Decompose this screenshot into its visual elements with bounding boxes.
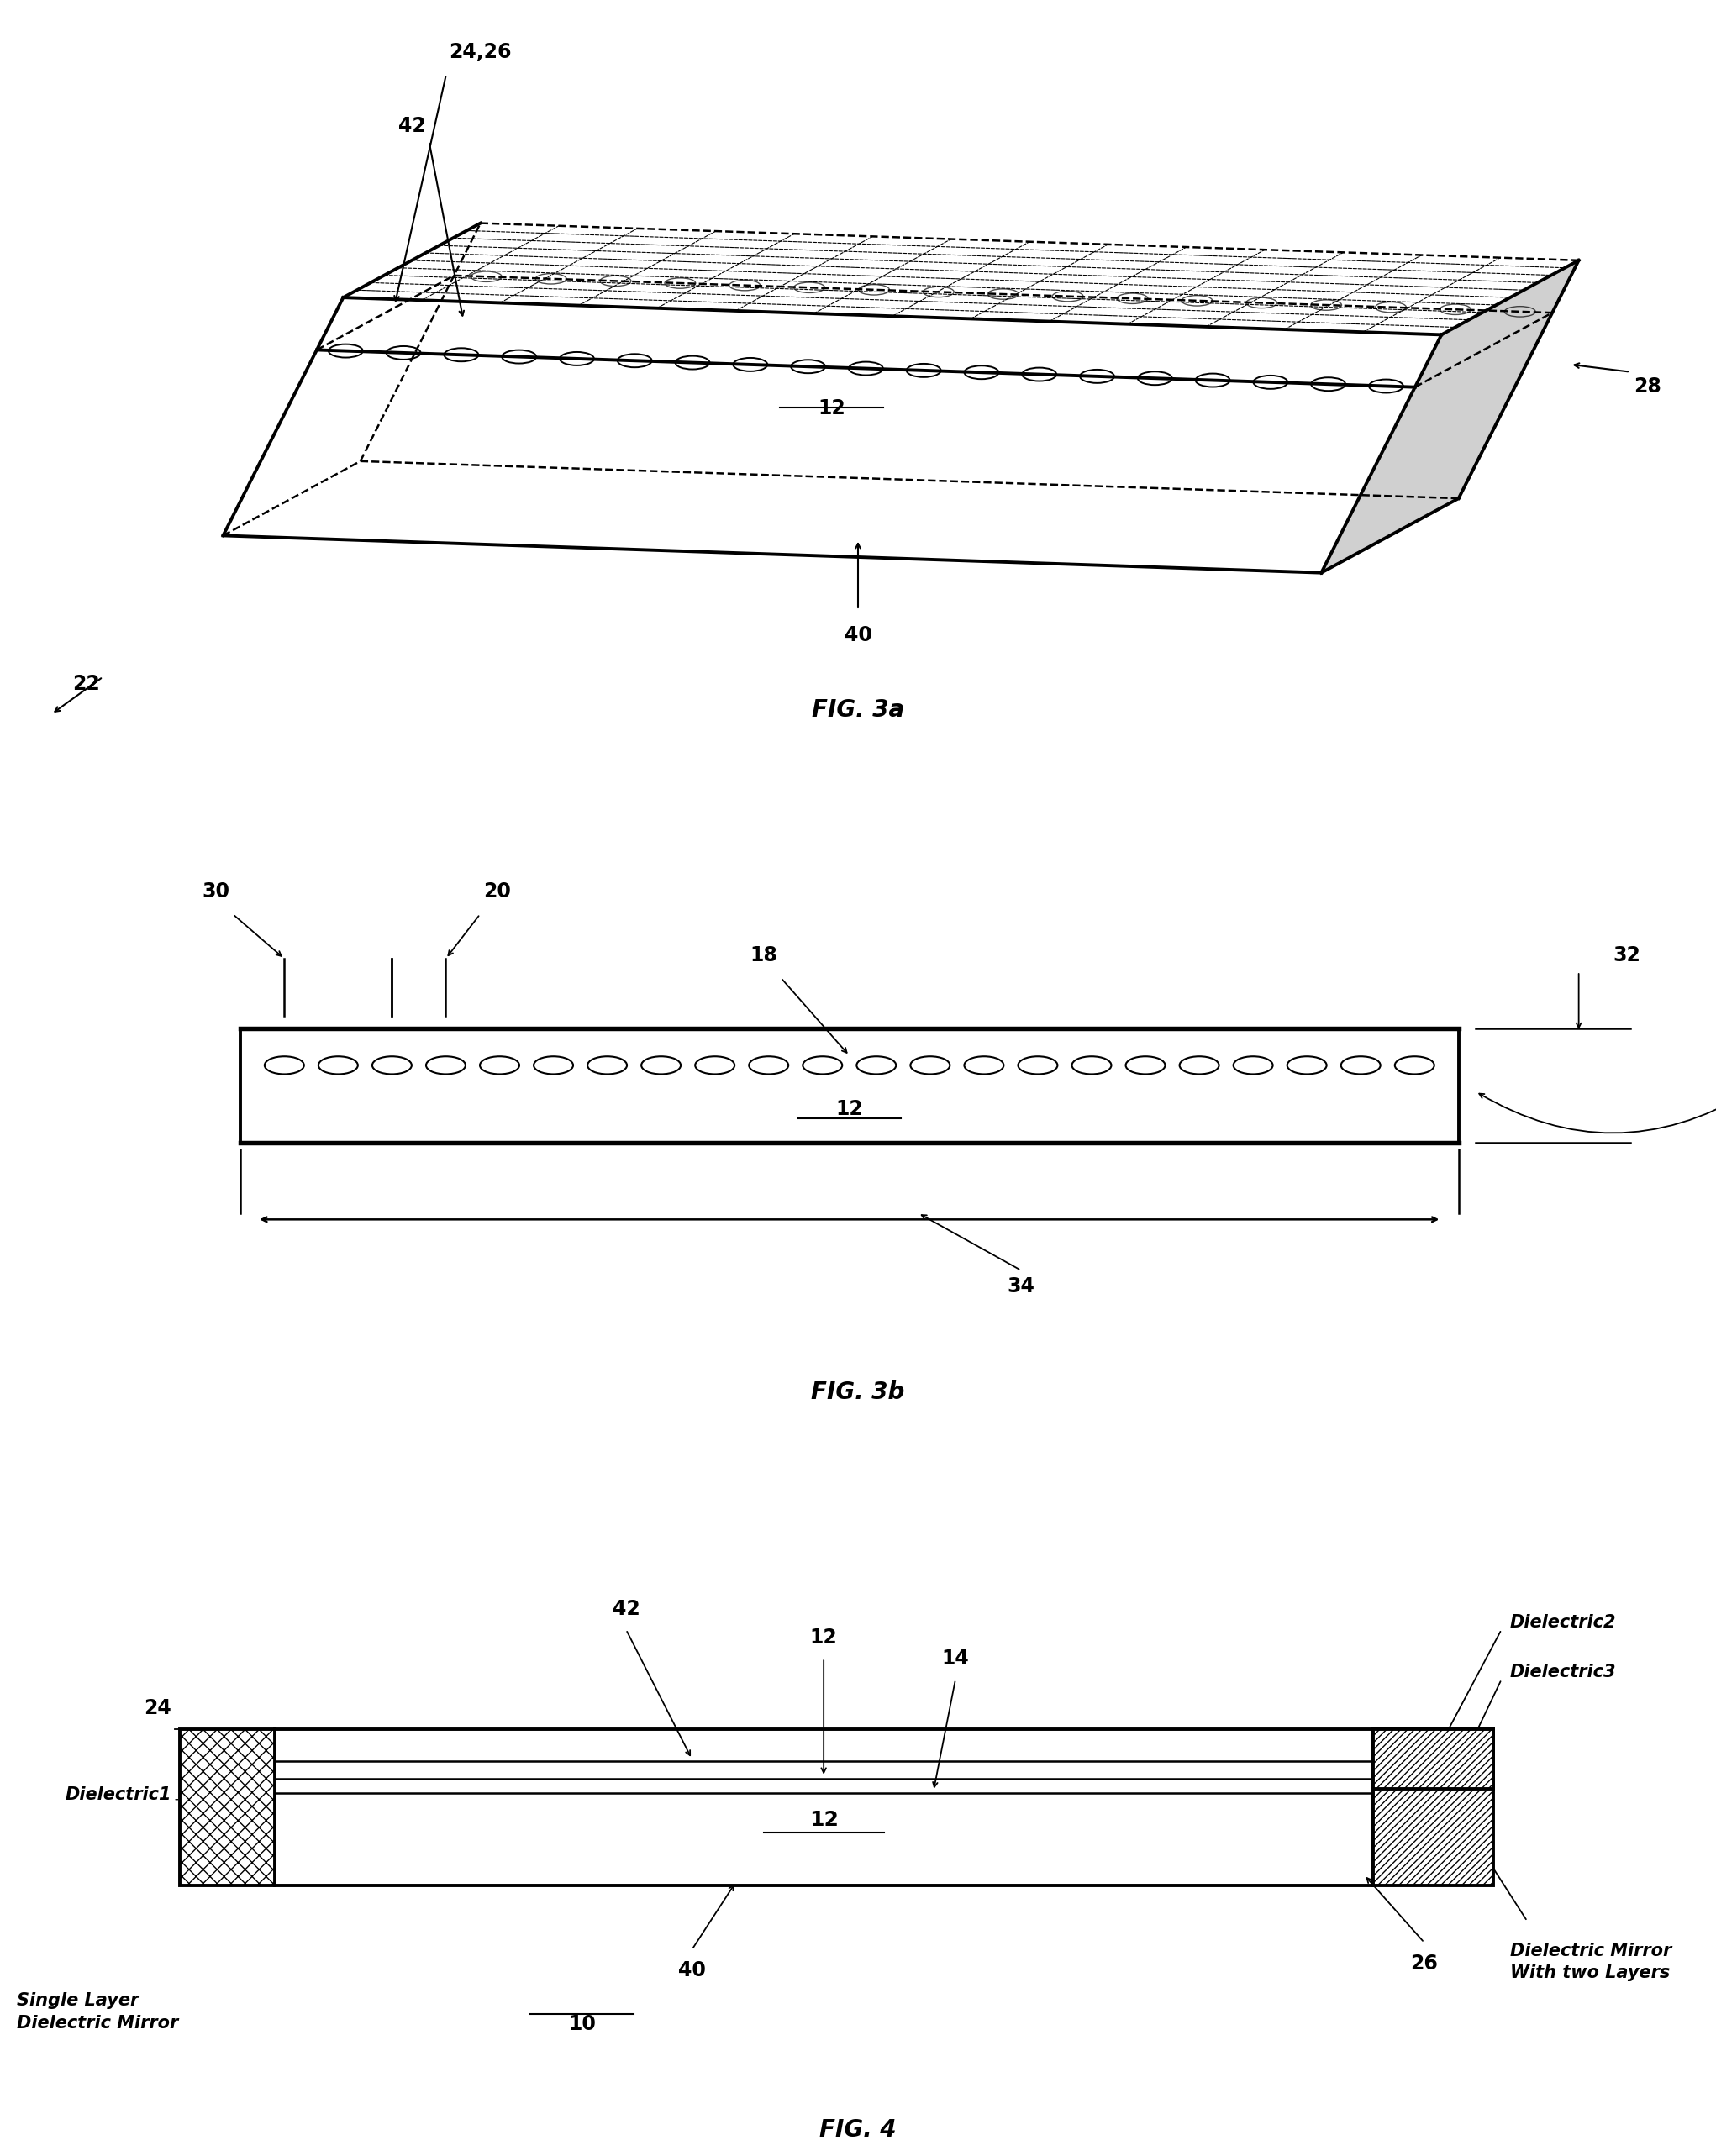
Text: FIG. 3b: FIG. 3b bbox=[812, 1380, 904, 1404]
Bar bbox=[1373, 1729, 1493, 1886]
Polygon shape bbox=[1321, 261, 1579, 573]
Bar bbox=[240, 1028, 1459, 1143]
Text: Dielectric3: Dielectric3 bbox=[1510, 1664, 1616, 1680]
Text: 32: 32 bbox=[1613, 944, 1640, 966]
Text: 12: 12 bbox=[808, 1809, 839, 1830]
Text: 20: 20 bbox=[484, 882, 511, 901]
Text: 24,26: 24,26 bbox=[450, 41, 511, 63]
Text: Dielectric2: Dielectric2 bbox=[1510, 1615, 1616, 1630]
Bar bbox=[1373, 1729, 1493, 1789]
Text: 14: 14 bbox=[942, 1649, 970, 1669]
Bar bbox=[1373, 1729, 1493, 1789]
Text: 42: 42 bbox=[398, 116, 426, 136]
Text: 12: 12 bbox=[836, 1100, 863, 1119]
Text: 28: 28 bbox=[1634, 377, 1661, 397]
Bar bbox=[1373, 1729, 1493, 1886]
Text: 42: 42 bbox=[613, 1598, 640, 1619]
Text: 12: 12 bbox=[819, 399, 846, 418]
Text: 12: 12 bbox=[810, 1628, 837, 1647]
Polygon shape bbox=[343, 224, 1579, 334]
Text: Dielectric1: Dielectric1 bbox=[65, 1787, 172, 1802]
Text: 30: 30 bbox=[202, 882, 230, 901]
Text: 18: 18 bbox=[750, 944, 777, 966]
Text: 40: 40 bbox=[678, 1960, 705, 1981]
Text: FIG. 4: FIG. 4 bbox=[820, 2117, 896, 2141]
Text: 26: 26 bbox=[1411, 1953, 1438, 1973]
Polygon shape bbox=[223, 298, 1441, 573]
Text: FIG. 3a: FIG. 3a bbox=[812, 699, 904, 722]
Bar bbox=[275, 1729, 1373, 1886]
Text: 10: 10 bbox=[568, 2014, 595, 2033]
Text: 24: 24 bbox=[144, 1699, 172, 1718]
Bar bbox=[180, 1729, 275, 1886]
Text: 34: 34 bbox=[1007, 1276, 1035, 1298]
Text: 22: 22 bbox=[72, 675, 100, 694]
Text: Single Layer
Dielectric Mirror: Single Layer Dielectric Mirror bbox=[17, 1992, 178, 2031]
Text: 40: 40 bbox=[844, 625, 872, 645]
Bar bbox=[180, 1729, 275, 1886]
Text: Dielectric Mirror
With two Layers: Dielectric Mirror With two Layers bbox=[1510, 1943, 1671, 1981]
